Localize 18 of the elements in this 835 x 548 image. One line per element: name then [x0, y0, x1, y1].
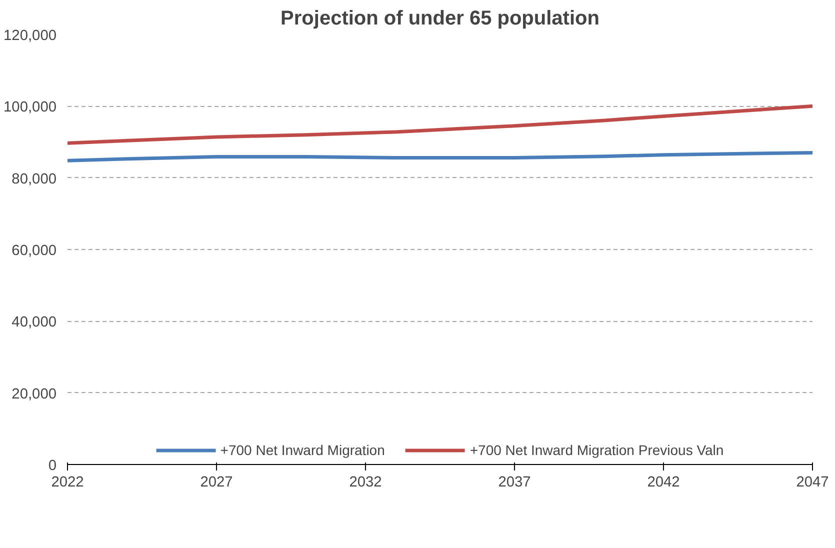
legend-label: +700 Net Inward Migration — [220, 441, 385, 460]
x-tick-label: 2037 — [498, 474, 531, 490]
x-tick-label: 2047 — [796, 474, 829, 490]
line-series — [68, 104, 812, 145]
x-tick-label: 2022 — [51, 474, 84, 490]
y-tick-label: 100,000 — [4, 100, 57, 116]
x-tick-label: 2027 — [200, 474, 233, 490]
line-series — [68, 151, 812, 162]
y-tick-label: 20,000 — [12, 386, 56, 402]
y-tick-label: 80,000 — [12, 171, 56, 188]
legend-label: +700 Net Inward Migration Previous Valn — [470, 441, 724, 460]
x-tick-label: 2032 — [349, 474, 382, 490]
y-tick-label: 60,000 — [12, 243, 56, 259]
y-tick-label: 0 — [48, 458, 57, 474]
y-tick-label: 40,000 — [12, 314, 56, 331]
x-tick-label: 2042 — [647, 474, 680, 490]
y-tick-label: 120,000 — [4, 28, 57, 44]
chart-title: Projection of under 65 population — [280, 8, 600, 30]
